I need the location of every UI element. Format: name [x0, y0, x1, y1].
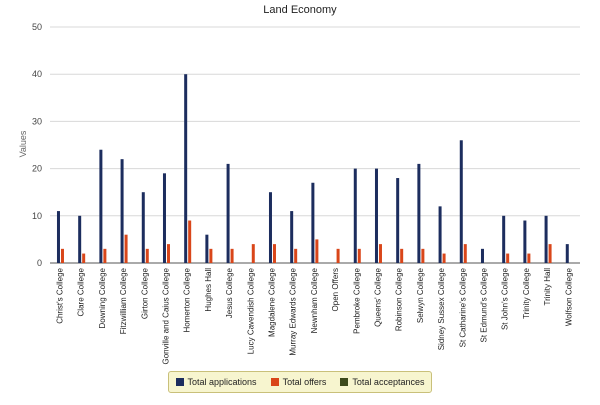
x-tick-label: Girton College [140, 267, 149, 319]
bar-applications[interactable] [523, 220, 527, 263]
legend-label-acceptances: Total acceptances [352, 377, 425, 387]
legend-item-applications[interactable]: Total applications [175, 377, 257, 387]
x-tick-label: Hughes Hall [204, 268, 213, 312]
bar-offers[interactable] [421, 248, 425, 263]
bar-offers[interactable] [294, 248, 298, 263]
x-tick-label: Trinity Hall [543, 268, 552, 306]
bar-applications[interactable] [120, 159, 124, 263]
bar-applications[interactable] [311, 182, 315, 263]
bar-offers[interactable] [272, 244, 276, 263]
x-tick-label: Magdalene College [267, 267, 276, 336]
bar-offers[interactable] [336, 248, 340, 263]
y-tick-label: 30 [32, 116, 42, 126]
bar-applications[interactable] [396, 178, 400, 263]
bar-applications[interactable] [205, 234, 209, 263]
legend-label-offers: Total offers [282, 377, 327, 387]
legend-label-applications: Total applications [187, 377, 257, 387]
bar-offers[interactable] [82, 253, 86, 263]
bar-offers[interactable] [315, 239, 319, 263]
bar-offers[interactable] [209, 248, 213, 263]
bar-offers[interactable] [442, 253, 446, 263]
bar-applications[interactable] [374, 168, 378, 263]
x-tick-label: Murray Edwards College [289, 267, 298, 355]
bar-applications[interactable] [459, 140, 463, 263]
bar-offers[interactable] [166, 244, 170, 263]
bar-applications[interactable] [184, 74, 188, 263]
x-tick-label: Robinson College [395, 267, 404, 331]
bar-applications[interactable] [480, 248, 484, 263]
bar-applications[interactable] [78, 215, 82, 263]
legend-swatch-acceptances [340, 378, 349, 386]
bar-applications[interactable] [162, 173, 166, 263]
bar-offers[interactable] [103, 248, 107, 263]
bar-offers[interactable] [188, 220, 192, 263]
bar-applications[interactable] [353, 168, 357, 263]
bar-offers[interactable] [145, 248, 149, 263]
bar-offers[interactable] [378, 244, 382, 263]
axes: 0 10 20 30 40 50 Christ's College Clare College… [32, 22, 573, 365]
bar-offers[interactable] [463, 244, 467, 263]
x-tick-label: St Edmund's College [479, 267, 488, 342]
y-tick-label: 40 [32, 69, 42, 79]
bar-offers[interactable] [548, 244, 552, 263]
x-tick-label: St John's College [501, 267, 510, 330]
x-tick-label: Jesus College [225, 267, 234, 318]
legend-item-acceptances[interactable]: Total acceptances [340, 377, 424, 387]
bar-applications[interactable] [438, 206, 442, 263]
y-tick-label: 50 [32, 22, 42, 32]
bar-offers[interactable] [506, 253, 510, 263]
x-tick-label: Trinity College [522, 267, 531, 318]
x-tick-label: Homerton College [183, 267, 192, 332]
bar-offers[interactable] [230, 248, 234, 263]
y-tick-label: 0 [37, 258, 42, 268]
x-tick-label: Pembroke College [352, 267, 361, 333]
bar-offers[interactable] [400, 248, 404, 263]
bar-applications[interactable] [226, 163, 230, 263]
x-tick-label: Christ's College [55, 267, 64, 323]
y-axis-title: Values [18, 130, 28, 157]
bar-applications[interactable] [99, 149, 103, 263]
x-tick-label: Fitzwilliam College [119, 267, 128, 334]
x-tick-label: Downing College [98, 267, 107, 328]
bar-applications[interactable] [502, 215, 506, 263]
legend-item-offers[interactable]: Total offers [270, 377, 327, 387]
gridlines [50, 26, 580, 264]
bar-applications[interactable] [417, 163, 421, 263]
x-tick-label: Lucy Cavendish College [246, 267, 255, 354]
bar-offers[interactable] [124, 234, 128, 263]
x-tick-label: Newnham College [310, 267, 319, 333]
bar-offers[interactable] [60, 248, 64, 263]
bar-offers[interactable] [527, 253, 531, 263]
bar-offers[interactable] [251, 244, 255, 263]
x-tick-label: Sidney Sussex College [437, 267, 446, 350]
x-tick-label: St Catharine's College [458, 267, 467, 347]
x-tick-label: Selwyn College [416, 267, 425, 323]
bar-applications[interactable] [141, 192, 145, 263]
chart-title: Land Economy [263, 4, 337, 16]
x-tick-label: Clare College [77, 267, 86, 316]
legend-swatch-offers [270, 378, 279, 386]
x-tick-label: Open Offers [331, 268, 340, 311]
x-tick-label: Gonville and Caius College [161, 267, 170, 364]
bar-applications[interactable] [290, 211, 294, 263]
bar-applications[interactable] [56, 211, 60, 263]
bar-applications[interactable] [544, 215, 548, 263]
legend-swatch-applications [175, 378, 184, 386]
bar-applications[interactable] [268, 192, 272, 263]
y-tick-label: 10 [32, 211, 42, 221]
bar-offers[interactable] [357, 248, 361, 263]
legend: Total applications Total offers Total ac… [168, 371, 432, 393]
y-tick-label: 20 [32, 164, 42, 174]
bars [56, 74, 569, 263]
x-tick-label: Queens' College [373, 267, 382, 326]
bar-applications[interactable] [565, 244, 569, 263]
x-tick-label: Wolfson College [564, 267, 573, 326]
